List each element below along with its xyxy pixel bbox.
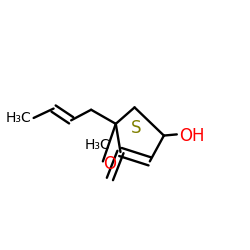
Text: H₃C: H₃C (84, 138, 110, 152)
Text: O: O (104, 155, 117, 173)
Text: OH: OH (179, 126, 205, 144)
Text: S: S (130, 119, 141, 137)
Text: H₃C: H₃C (6, 111, 31, 125)
